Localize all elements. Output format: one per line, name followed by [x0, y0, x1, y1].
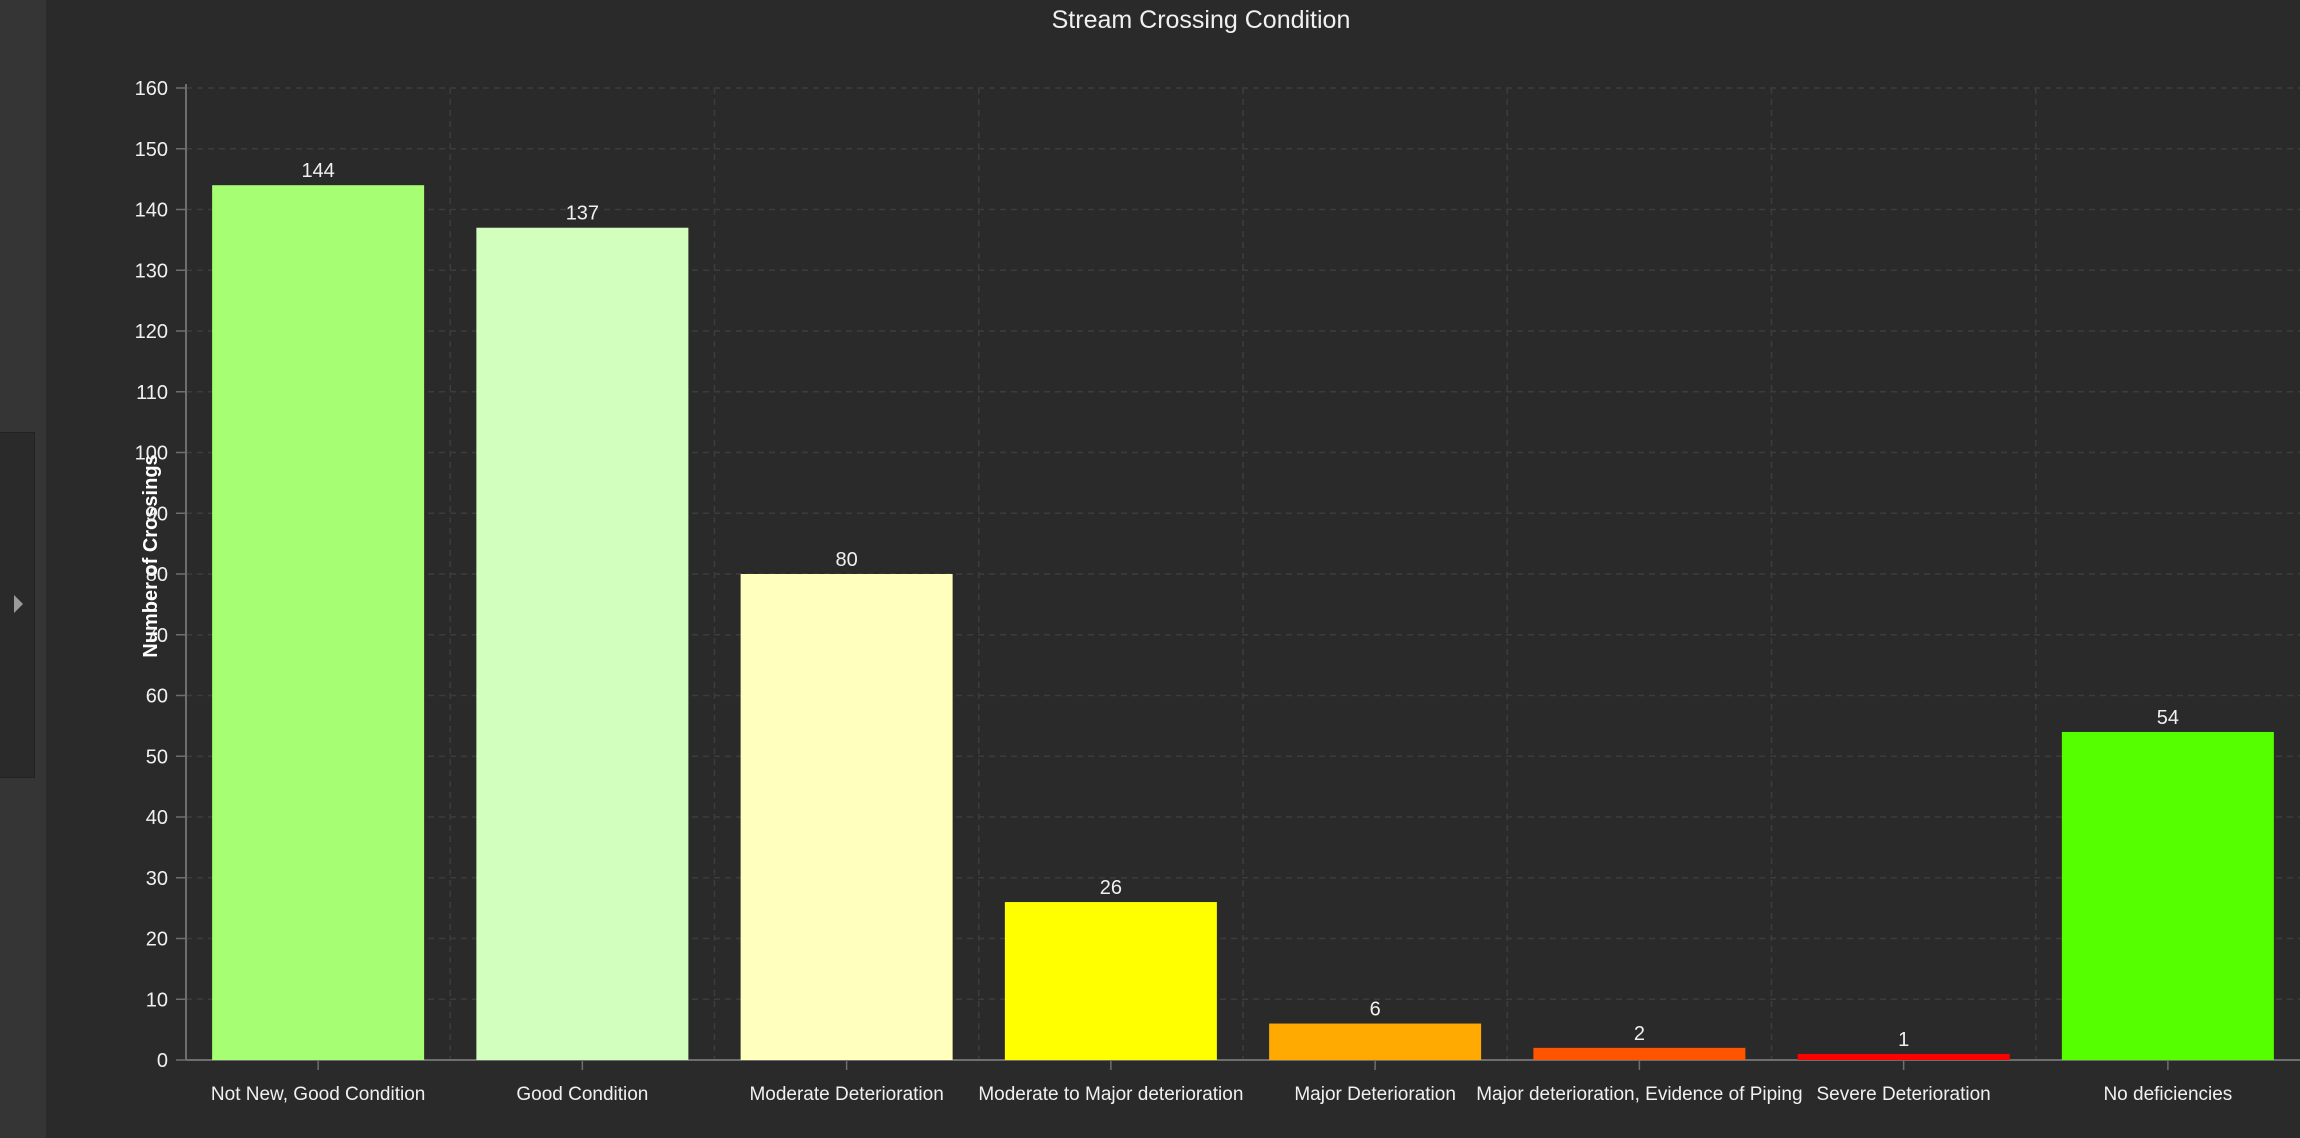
- y-tick-label: 110: [136, 382, 168, 404]
- bar: [476, 227, 689, 1061]
- y-tick-label: 140: [135, 200, 168, 222]
- y-tick-label: 10: [146, 989, 168, 1011]
- bar-value-label: 6: [1370, 999, 1381, 1021]
- chart-area: Stream Crossing Condition Number of Cros…: [46, 0, 2300, 1138]
- x-tick-label: No deficiencies: [2103, 1084, 2232, 1105]
- chart-title: Stream Crossing Condition: [1051, 6, 1351, 34]
- bar: [1533, 1047, 1746, 1060]
- x-tick-label: Moderate to Major deterioration: [978, 1084, 1243, 1105]
- x-tick-label: Severe Deterioration: [1816, 1084, 1990, 1105]
- bar-value-label: 137: [566, 203, 599, 225]
- y-tick-label: 120: [135, 321, 168, 343]
- y-tick-label: 100: [135, 443, 168, 465]
- y-tick-label: 30: [146, 868, 168, 890]
- y-tick-label: 150: [135, 139, 168, 161]
- bar-chart: 0 10 20 30 40 50 60 70 80 90 100 110 120 130 140 150 160…: [135, 78, 2300, 1105]
- bar-value-label: 54: [2157, 707, 2179, 729]
- y-tick-label: 20: [146, 929, 168, 951]
- y-tick-label: 90: [146, 503, 168, 525]
- y-tick-label: 60: [146, 686, 168, 708]
- bar-value-label: 26: [1100, 877, 1122, 899]
- chevron-right-icon: [14, 595, 23, 613]
- bar: [212, 185, 425, 1060]
- x-tick-label: Moderate Deterioration: [749, 1084, 943, 1105]
- x-tick-label: Major Deterioration: [1294, 1084, 1456, 1105]
- x-tick-label: Not New, Good Condition: [211, 1084, 425, 1105]
- expand-panel-button[interactable]: [0, 432, 35, 778]
- y-tick-label: 160: [135, 78, 168, 100]
- bar: [740, 574, 953, 1060]
- bar-value-label: 80: [836, 549, 858, 571]
- bar: [1004, 902, 1217, 1060]
- x-tick-label: Good Condition: [516, 1084, 648, 1105]
- bar: [1269, 1023, 1482, 1060]
- y-tick-label: 0: [157, 1050, 168, 1072]
- y-tick-label: 40: [146, 807, 168, 829]
- bar-value-label: 144: [301, 160, 334, 182]
- bar-value-label: 1: [1898, 1029, 1909, 1051]
- y-tick-label: 50: [146, 746, 168, 768]
- bar: [2061, 731, 2274, 1060]
- bar-value-label: 2: [1634, 1023, 1645, 1045]
- bar: [1797, 1053, 2010, 1060]
- y-tick-label: 80: [146, 564, 168, 586]
- y-tick-label: 130: [135, 260, 168, 282]
- y-tick-label: 70: [146, 625, 168, 647]
- x-tick-label: Major deterioration, Evidence of Piping: [1476, 1084, 1802, 1105]
